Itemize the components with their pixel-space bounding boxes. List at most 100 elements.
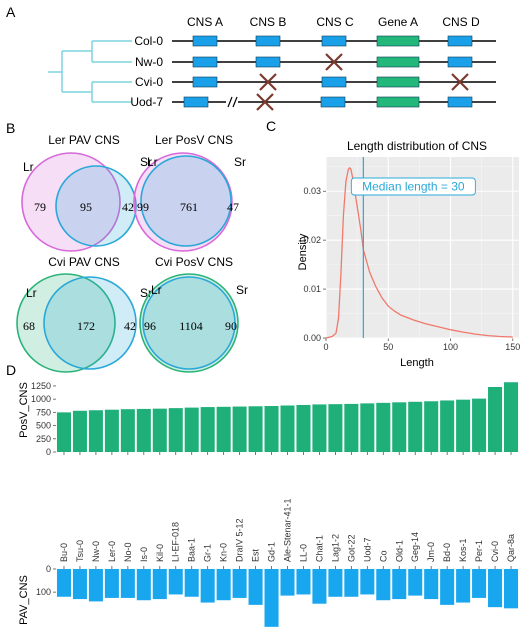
panel-b-letter: B [6, 120, 15, 136]
column-header-1: CNS B [250, 15, 287, 29]
posv-bar [472, 398, 487, 452]
panel-c: C Length distribution of CNS 0 50 100 150 0.… [266, 118, 520, 369]
posv-bar [136, 408, 151, 452]
x-tick-label: 150 [505, 342, 520, 352]
pav-bar [280, 569, 295, 596]
posv-y-label: PosV_CNS [18, 382, 30, 438]
posv-bar [104, 409, 119, 452]
column-header-2: CNS C [316, 15, 354, 29]
sequence-row-uod-7: Uod-7 [130, 93, 496, 111]
posv-bar [216, 406, 231, 452]
accession-label: Tsu-0 [75, 540, 85, 562]
panel-a-rows: Col-0 Nw-0 Cvi-0 Uod-7 [130, 34, 496, 111]
sequence-row-nw-0: Nw-0 [135, 53, 496, 71]
posv-bar [392, 402, 407, 452]
accession-label: DraIV 5-12 [235, 518, 245, 562]
pav-bar [472, 569, 487, 598]
pav-bar [72, 569, 87, 600]
cns-box [255, 56, 281, 68]
posv-bar [248, 406, 263, 452]
pav-bar [312, 569, 327, 604]
accession-label: Kil-0 [155, 544, 165, 562]
pav-bar [248, 569, 263, 605]
y-tick-label: 0.01 [303, 284, 321, 294]
pav-bar-chart: 0 100 [36, 564, 519, 627]
venn-left-label: Lr [147, 155, 158, 169]
posv-bar [296, 404, 311, 452]
venn-right-only-count: 42 [122, 200, 134, 214]
pav-bar [392, 569, 407, 600]
column-header-4: CNS D [442, 15, 480, 29]
x-tick-label: 100 [443, 342, 458, 352]
pav-bar [216, 569, 231, 601]
break-mark-1 [227, 96, 233, 108]
x-tick-label: 0 [323, 342, 328, 352]
posv-bar [72, 410, 87, 452]
column-header-3: Gene A [378, 15, 418, 29]
accession-label: Chat-1 [314, 535, 324, 562]
posv-bar [360, 403, 375, 452]
panel-a: A CNS A CNS B CNS C Gene A CNS D Col-0 Nw-0 Cv… [6, 4, 496, 111]
posv-bar [503, 382, 519, 452]
cns-box [321, 76, 347, 88]
panel-d-letter: D [6, 362, 16, 378]
cns-box [320, 96, 346, 108]
posv-bar [56, 412, 72, 452]
accession-name: Cvi-0 [135, 75, 163, 89]
venn-left-set [139, 273, 239, 373]
panel-a-column-headers: CNS A CNS B CNS C Gene A CNS D [187, 15, 480, 29]
venn-title: Ler PAV CNS [48, 133, 120, 147]
posv-bar [328, 404, 343, 452]
venn-right-only-count: 42 [124, 319, 136, 333]
accession-label: Baa-1 [187, 538, 197, 562]
cns-box [447, 96, 473, 108]
accession-label: Co [378, 550, 388, 562]
y-tick-label: 0.02 [303, 235, 321, 245]
density-chart: 0 50 100 150 0.00 0.01 0.02 0.03 Median length =… [303, 157, 520, 352]
posv-y-tick-label: 500 [36, 421, 51, 431]
venn-2: Cvi PAV CNS Lr Sr 68 172 42 [16, 255, 152, 373]
accession-label: Est [251, 549, 261, 563]
median-annotation-box [350, 177, 476, 196]
pav-bar [440, 569, 455, 605]
accession-label: Per-1 [474, 540, 484, 562]
cns-box [192, 35, 218, 47]
venn-left-set [16, 273, 116, 373]
gene-box [376, 35, 420, 47]
venn-right-label: Sr [236, 283, 248, 297]
accession-label: LL-0 [299, 544, 309, 562]
x-tick-label: 50 [383, 342, 393, 352]
cns-box [192, 56, 218, 68]
venn-right-label: Sr [234, 155, 246, 169]
venn-overlap-count: 95 [80, 200, 92, 214]
pav-bar [104, 569, 119, 598]
accession-name: Nw-0 [135, 55, 163, 69]
posv-bar-chart: 0 250 500 750 1000 1250 [31, 381, 519, 457]
venn-title: Ler PosV CNS [155, 133, 233, 147]
pav-bar [136, 569, 151, 601]
cns-box [447, 56, 473, 68]
cns-box [192, 76, 218, 88]
accession-label: Geg-14 [410, 532, 420, 562]
pav-bar [328, 569, 343, 597]
posv-bar [168, 408, 183, 452]
gene-box [376, 56, 420, 68]
venn-overlap-count: 761 [180, 200, 198, 214]
accession-label: Cvi-0 [490, 541, 500, 562]
pav-bar [88, 569, 103, 602]
deletion-cross-icon [451, 73, 469, 91]
venn-left-set [133, 152, 233, 252]
posv-bar [424, 401, 439, 452]
posv-bar [232, 406, 247, 452]
venn-left-label: Lr [23, 160, 34, 174]
venn-left-only-count: 79 [34, 200, 46, 214]
posv-bar [440, 400, 455, 452]
posv-y-tick-label: 250 [36, 434, 51, 444]
posv-bar [344, 403, 359, 452]
venn-left-label: Lr [26, 286, 37, 300]
sequence-row-cvi-0: Cvi-0 [135, 73, 496, 91]
posv-bar [312, 404, 327, 452]
